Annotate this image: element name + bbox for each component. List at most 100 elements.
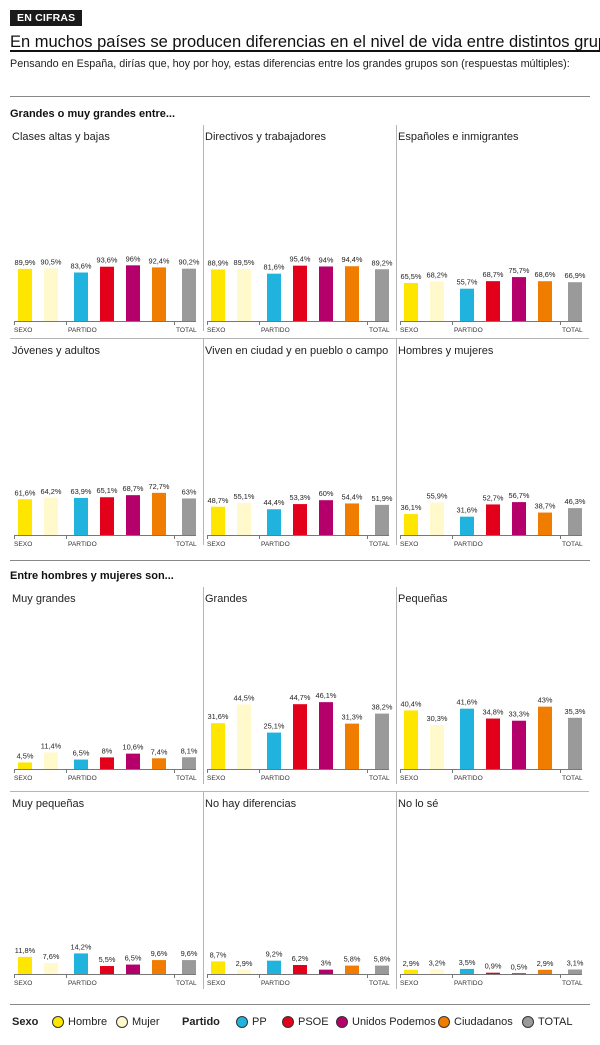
data-label-unidos-podemos: 60% xyxy=(319,489,334,498)
data-label-total: 63% xyxy=(182,487,197,496)
bar-hombre xyxy=(404,283,418,321)
bar-pp xyxy=(460,708,474,769)
data-label-mujer: 11,4% xyxy=(41,741,62,750)
data-label-mujer: 30,3% xyxy=(427,714,448,723)
chart-title: No lo sé xyxy=(398,798,439,810)
bar-chart: 11,8% 7,6% 14,2% 5,5% 6,5% 9,6% 9,6% SEXO PARTID… xyxy=(14,942,198,987)
chart-panel-directivos-y-trabajadores: Directivos y trabajadores 88,9% 89,5% 81,6%… xyxy=(203,125,396,339)
group-label-partido: PARTIDO xyxy=(454,541,483,548)
data-label-unidos-podemos: 96% xyxy=(126,254,141,263)
data-label-pp: 14,2% xyxy=(71,942,92,951)
bar-total xyxy=(182,498,196,535)
group-label-partido: PARTIDO xyxy=(68,327,97,334)
legend-item-pp: PP xyxy=(236,1016,267,1028)
group-label-total: TOTAL xyxy=(176,327,197,334)
data-label-mujer: 7,6% xyxy=(43,952,60,961)
group-label-sexo: SEXO xyxy=(207,541,225,548)
group-label-partido: PARTIDO xyxy=(261,980,290,987)
data-label-pp: 81,6% xyxy=(264,263,285,272)
bar-pp xyxy=(74,497,88,535)
data-label-unidos-podemos: 3% xyxy=(321,959,332,968)
group-label-partido: PARTIDO xyxy=(261,775,290,782)
data-label-mujer: 44,5% xyxy=(234,693,255,702)
data-label-psoe: 95,4% xyxy=(290,255,311,264)
group-label-total: TOTAL xyxy=(562,327,583,334)
bar-unidos-podemos xyxy=(319,969,333,974)
chart-title: Grandes xyxy=(205,593,248,605)
legend-item-ciudadanos: Ciudadanos xyxy=(438,1016,513,1028)
bar-mujer xyxy=(237,969,251,974)
chart-title: Pequeñas xyxy=(398,593,448,605)
chart-panel-no-hay-diferencias: No hay diferencias 8,7% 2,9% 9,2% 6,2% 3% 5,8%… xyxy=(203,792,396,997)
legend-label: Mujer xyxy=(132,1016,160,1028)
data-label-mujer: 64,2% xyxy=(41,487,62,496)
divider xyxy=(10,560,590,561)
bar-psoe xyxy=(486,281,500,321)
data-label-unidos-podemos: 46,1% xyxy=(316,691,337,700)
bar-ciudadanos xyxy=(345,723,359,769)
data-label-hombre: 4,5% xyxy=(17,751,34,760)
group-label-partido: PARTIDO xyxy=(261,541,290,548)
legend-label: Ciudadanos xyxy=(454,1016,513,1028)
group-label-partido: PARTIDO xyxy=(261,327,290,334)
chart-panel-muy-pequenas: Muy pequeñas 11,8% 7,6% 14,2% 5,5% 6,5% 9,6% 9,… xyxy=(10,792,203,997)
chart-title: Hombres y mujeres xyxy=(398,345,494,357)
bar-pp xyxy=(74,272,88,321)
chart-panel-pequenas: Pequeñas 40,4% 30,3% 41,6% 34,8% 33,3% 43% 35,3… xyxy=(396,587,589,792)
bar-psoe xyxy=(100,266,114,321)
data-label-total: 9,6% xyxy=(181,949,198,958)
bar-unidos-podemos xyxy=(512,502,526,535)
data-label-ciudadanos: 54,4% xyxy=(342,492,363,501)
data-label-ciudadanos: 68,6% xyxy=(535,270,556,279)
bar-ciudadanos xyxy=(538,512,552,535)
data-label-unidos-podemos: 75,7% xyxy=(509,266,530,275)
bar-psoe xyxy=(486,972,500,974)
data-label-pp: 44,4% xyxy=(264,498,285,507)
group-label-sexo: SEXO xyxy=(14,541,32,548)
legend-label: PP xyxy=(252,1016,267,1028)
chart-panel-hombres-y-mujeres: Hombres y mujeres 36,1% 55,9% 31,6% 52,7% 56,… xyxy=(396,339,589,553)
legend-label: TOTAL xyxy=(538,1016,573,1028)
data-label-unidos-podemos: 0,5% xyxy=(511,962,528,971)
bar-total xyxy=(568,282,582,321)
data-label-pp: 63,9% xyxy=(71,487,92,496)
group-label-sexo: SEXO xyxy=(207,775,225,782)
bar-hombre xyxy=(18,499,32,535)
data-label-pp: 31,6% xyxy=(457,506,478,515)
bar-unidos-podemos xyxy=(319,266,333,321)
legend-item-psoe: PSOE xyxy=(282,1016,329,1028)
bar-mujer xyxy=(430,281,444,321)
data-label-psoe: 52,7% xyxy=(483,493,504,502)
bar-psoe xyxy=(100,757,114,769)
data-label-total: 66,9% xyxy=(565,271,586,280)
data-label-hombre: 88,9% xyxy=(208,258,229,267)
data-label-total: 8,1% xyxy=(181,746,198,755)
bar-chart: 89,9% 90,5% 83,6% 93,6% 96% 92,4% 90,2% SEXO PAR… xyxy=(10,254,203,339)
data-label-mujer: 89,5% xyxy=(234,258,255,267)
chart-panel-clases-altas-y-bajas: Clases altas y bajas 89,9% 90,5% 83,6% 93,6%… xyxy=(10,125,203,339)
bar-pp xyxy=(74,953,88,974)
data-label-ciudadanos: 72,7% xyxy=(149,482,170,491)
bar-ciudadanos xyxy=(538,706,552,769)
data-label-mujer: 68,2% xyxy=(427,270,448,279)
chart-grid-hombres-mujeres: Muy grandes 4,5% 11,4% 6,5% 8% 10,6% 7,4% 8,1% S… xyxy=(10,587,590,997)
bar-pp xyxy=(460,288,474,321)
hombre-swatch-icon xyxy=(52,1016,64,1028)
bar-mujer xyxy=(430,502,444,535)
data-label-ciudadanos: 38,7% xyxy=(535,502,556,511)
group-label-sexo: SEXO xyxy=(14,327,32,334)
bar-chart: 88,9% 89,5% 81,6% 95,4% 94% 94,4% 89,2% SEXO PAR… xyxy=(203,125,396,339)
chart-title: Clases altas y bajas xyxy=(12,131,110,143)
bar-total xyxy=(375,269,389,321)
group-label-sexo: SEXO xyxy=(400,775,418,782)
data-label-ciudadanos: 9,6% xyxy=(151,949,168,958)
data-label-mujer: 55,1% xyxy=(234,492,255,501)
page-subtitle: Pensando en España, dirías que, hoy por … xyxy=(10,58,570,70)
bar-total xyxy=(568,717,582,769)
group-label-total: TOTAL xyxy=(369,980,390,987)
data-label-ciudadanos: 5,8% xyxy=(344,955,361,964)
bar-total xyxy=(375,504,389,535)
data-label-psoe: 68,7% xyxy=(483,270,504,279)
group-label-partido: PARTIDO xyxy=(68,775,97,782)
group-label-sexo: SEXO xyxy=(14,775,32,782)
